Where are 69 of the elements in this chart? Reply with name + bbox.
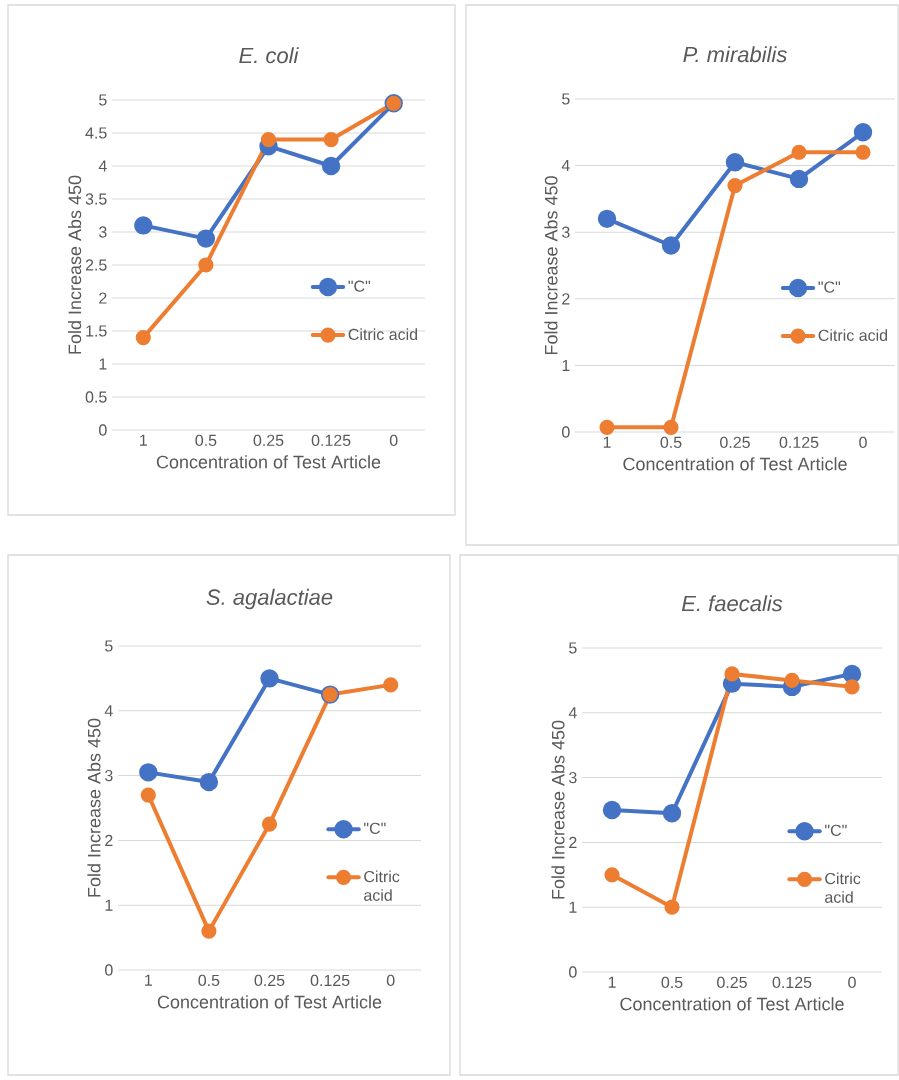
legend-label: Citric acid — [818, 329, 888, 341]
y-tick-label: 2 — [99, 292, 107, 304]
y-tick-label: 1.5 — [86, 325, 107, 337]
legend-label: Citric acid — [364, 870, 400, 901]
y-tick-label: 0 — [105, 964, 113, 976]
y-tick-label: 3 — [562, 226, 570, 238]
y-tick-label: 1 — [105, 899, 113, 911]
y-tick-label: 5 — [99, 94, 107, 106]
y-tick-label: 4.5 — [85, 127, 107, 139]
x-tick-label: 0.125 — [311, 434, 351, 447]
y-tick-label: 4 — [561, 160, 570, 172]
y-tick-label: 0 — [99, 424, 107, 436]
x-tick-label: 0.125 — [772, 976, 812, 989]
y-axis-title: Fold Increase Abs 450 — [551, 720, 565, 899]
x-tick-label: 0 — [389, 434, 398, 447]
legend-label: "C" — [825, 824, 847, 836]
legend-label: Citric acid — [825, 872, 861, 903]
y-tick-label: 1 — [562, 359, 570, 371]
legend-label: "C" — [818, 281, 841, 293]
y-axis-title: Fold Increase Abs 450 — [544, 176, 558, 355]
y-tick-label: 5 — [562, 93, 570, 105]
x-tick-label: 0.5 — [198, 974, 220, 987]
x-axis-title: Concentration of Test Article — [157, 995, 382, 1009]
x-axis-title: Concentration of Test Article — [156, 455, 381, 469]
x-tick-label: 1 — [603, 436, 611, 448]
y-tick-label: 4 — [104, 705, 113, 717]
x-tick-label: 0.5 — [660, 436, 682, 449]
x-tick-label: 0 — [848, 976, 856, 989]
y-tick-label: 3 — [99, 226, 107, 238]
y-axis-title: Fold Increase Abs 450 — [68, 175, 82, 354]
y-tick-label: 2.5 — [85, 259, 107, 271]
legend-label: Citric acid — [348, 328, 418, 341]
y-tick-label: 0 — [569, 966, 577, 978]
y-tick-label: 0 — [562, 426, 570, 438]
x-tick-label: 0.125 — [779, 436, 819, 449]
x-tick-label: 0 — [386, 974, 395, 987]
x-tick-label: 0.25 — [254, 974, 285, 987]
y-tick-label: 1 — [99, 358, 107, 370]
y-tick-label: 1 — [569, 901, 577, 913]
y-tick-label: 2 — [569, 836, 577, 848]
y-axis-title: Fold Increase Abs 450 — [87, 718, 101, 897]
x-tick-label: 0.25 — [253, 434, 284, 447]
y-tick-label: 4 — [98, 160, 107, 172]
x-axis-title: Concentration of Test Article — [623, 457, 847, 471]
y-tick-label: 3 — [569, 771, 577, 784]
x-tick-label: 0 — [859, 436, 867, 449]
chart-title: E. faecalis — [681, 595, 783, 612]
y-tick-label: 2 — [562, 293, 570, 305]
x-tick-label: 0.25 — [720, 436, 750, 449]
x-tick-label: 0.125 — [310, 974, 350, 987]
chart-title: E. coli — [239, 47, 299, 64]
chart-title: P. mirabilis — [683, 46, 787, 63]
x-axis-title: Concentration of Test Article — [620, 997, 844, 1011]
y-tick-label: 5 — [569, 642, 577, 654]
legend-label: "C" — [348, 280, 371, 292]
x-tick-label: 1 — [145, 974, 152, 986]
x-tick-label: 1 — [140, 434, 147, 446]
legend-label: "C" — [364, 822, 386, 834]
chart-title: S. agalactiae — [206, 588, 333, 610]
y-tick-label: 3 — [105, 769, 113, 782]
y-tick-label: 0.5 — [85, 391, 107, 403]
x-tick-label: 1 — [608, 976, 616, 988]
x-tick-label: 0.5 — [195, 434, 217, 447]
y-tick-label: 3.5 — [85, 193, 107, 205]
y-tick-label: 5 — [105, 640, 113, 652]
y-tick-label: 4 — [568, 707, 577, 719]
x-tick-label: 0.25 — [717, 976, 747, 989]
x-tick-label: 0.5 — [661, 976, 683, 989]
y-tick-label: 2 — [105, 834, 113, 846]
